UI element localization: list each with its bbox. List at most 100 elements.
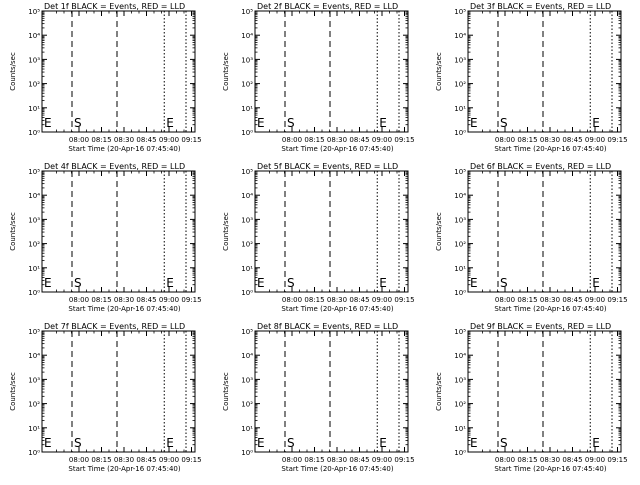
- chart-panel-2: Det 2f BLACK = Events, RED = LLD 10⁰ 10¹ 10…: [222, 2, 415, 153]
- y-tick-label: 10⁵: [28, 168, 40, 176]
- y-tick-label: 10³: [454, 376, 466, 384]
- marker-label: E: [257, 276, 265, 290]
- plot-frame: [467, 330, 622, 453]
- marker-label: E: [44, 116, 52, 130]
- y-tick-label: 10⁴: [241, 32, 253, 40]
- x-tick-label: 08:00: [69, 456, 89, 464]
- x-tick-label: 08:00: [282, 456, 302, 464]
- marker-label: E: [379, 436, 387, 450]
- chart-title: Det 3f BLACK = Events, RED = LLD: [470, 2, 611, 11]
- marker-label: E: [257, 436, 265, 450]
- marker-label: E: [592, 116, 600, 130]
- y-tick-label: 10⁴: [241, 192, 253, 200]
- marker-label: E: [166, 276, 174, 290]
- y-tick-label: 10⁰: [28, 449, 40, 457]
- y-tick-label: 10⁵: [28, 328, 40, 336]
- x-tick-label: 09:00: [585, 456, 605, 464]
- y-tick-label: 10⁵: [241, 328, 253, 336]
- y-tick-label: 10³: [454, 216, 466, 224]
- x-tick-label: 09:00: [372, 296, 392, 304]
- x-tick-label: 09:15: [181, 296, 201, 304]
- marker-label: E: [44, 276, 52, 290]
- chart-title: Det 9f BLACK = Events, RED = LLD: [470, 322, 611, 331]
- chart-title: Det 1f BLACK = Events, RED = LLD: [44, 2, 185, 11]
- y-axis-label: Counts/sec: [222, 52, 230, 91]
- marker-label: S: [500, 436, 508, 450]
- y-axis-label: Counts/sec: [222, 372, 230, 411]
- y-tick-label: 10⁰: [241, 129, 253, 137]
- x-tick-label: 08:30: [327, 136, 347, 144]
- y-tick-label: 10³: [28, 216, 40, 224]
- marker-label: E: [592, 436, 600, 450]
- chart-panel-1: Det 1f BLACK = Events, RED = LLD 10⁰ 10¹ 10…: [9, 2, 202, 153]
- x-tick-label: 08:00: [495, 296, 515, 304]
- y-tick-label: 10⁴: [454, 352, 466, 360]
- y-tick-label: 10⁴: [454, 32, 466, 40]
- chart-panel-5: Det 5f BLACK = Events, RED = LLD 10⁰ 10¹ 10…: [222, 162, 415, 313]
- x-tick-label: 09:00: [159, 456, 179, 464]
- marker-label: E: [379, 116, 387, 130]
- y-tick-label: 10²: [241, 401, 253, 409]
- y-tick-label: 10²: [454, 81, 466, 89]
- plot-frame: [467, 10, 622, 133]
- marker-label: S: [74, 276, 82, 290]
- y-tick-label: 10¹: [241, 265, 253, 273]
- y-axis-label: Counts/sec: [435, 212, 443, 251]
- y-tick-label: 10⁴: [454, 192, 466, 200]
- y-tick-label: 10⁴: [28, 192, 40, 200]
- x-tick-label: 08:30: [540, 456, 560, 464]
- plot-frame: [41, 10, 196, 133]
- y-axis-label: Counts/sec: [435, 52, 443, 91]
- chart-title: Det 6f BLACK = Events, RED = LLD: [470, 162, 611, 171]
- marker-label: E: [470, 436, 478, 450]
- y-tick-label: 10¹: [454, 105, 466, 113]
- x-tick-label: 09:00: [372, 136, 392, 144]
- x-tick-label: 09:15: [394, 456, 414, 464]
- y-tick-label: 10¹: [454, 425, 466, 433]
- y-tick-label: 10⁰: [454, 289, 466, 297]
- x-tick-label: 09:15: [607, 296, 627, 304]
- x-tick-label: 08:15: [517, 136, 537, 144]
- x-tick-label: 08:30: [114, 456, 134, 464]
- marker-label: S: [287, 436, 295, 450]
- x-tick-label: 08:45: [349, 456, 369, 464]
- x-tick-label: 08:00: [282, 296, 302, 304]
- chart-title: Det 7f BLACK = Events, RED = LLD: [44, 322, 185, 331]
- y-tick-label: 10⁵: [454, 168, 466, 176]
- y-tick-label: 10¹: [28, 425, 40, 433]
- x-axis-label: Start Time (20-Apr-16 07:45:40): [494, 145, 606, 153]
- x-tick-label: 09:15: [181, 136, 201, 144]
- x-tick-label: 08:15: [91, 456, 111, 464]
- plot-frame: [467, 170, 622, 293]
- marker-label: E: [166, 116, 174, 130]
- x-axis-label: Start Time (20-Apr-16 07:45:40): [68, 465, 180, 473]
- y-tick-label: 10¹: [241, 105, 253, 113]
- x-tick-label: 08:30: [114, 296, 134, 304]
- marker-label: S: [500, 116, 508, 130]
- marker-label: S: [74, 436, 82, 450]
- y-tick-label: 10³: [454, 56, 466, 64]
- marker-label: S: [74, 116, 82, 130]
- y-tick-label: 10⁴: [28, 32, 40, 40]
- y-tick-label: 10²: [28, 241, 40, 249]
- x-tick-label: 08:30: [540, 296, 560, 304]
- y-tick-label: 10¹: [241, 425, 253, 433]
- y-tick-label: 10¹: [28, 265, 40, 273]
- x-tick-label: 09:00: [159, 296, 179, 304]
- marker-label: E: [592, 276, 600, 290]
- x-tick-label: 08:15: [517, 456, 537, 464]
- y-tick-label: 10⁵: [454, 8, 466, 16]
- y-tick-label: 10⁰: [28, 289, 40, 297]
- y-tick-label: 10³: [241, 376, 253, 384]
- chart-panel-7: Det 7f BLACK = Events, RED = LLD 10⁰ 10¹ 10…: [9, 322, 202, 473]
- chart-title: Det 5f BLACK = Events, RED = LLD: [257, 162, 398, 171]
- y-tick-label: 10³: [28, 376, 40, 384]
- x-axis-label: Start Time (20-Apr-16 07:45:40): [281, 465, 393, 473]
- x-tick-label: 08:30: [540, 136, 560, 144]
- plot-frame: [41, 330, 196, 453]
- x-tick-label: 08:15: [304, 296, 324, 304]
- x-tick-label: 08:45: [562, 456, 582, 464]
- y-tick-label: 10¹: [454, 265, 466, 273]
